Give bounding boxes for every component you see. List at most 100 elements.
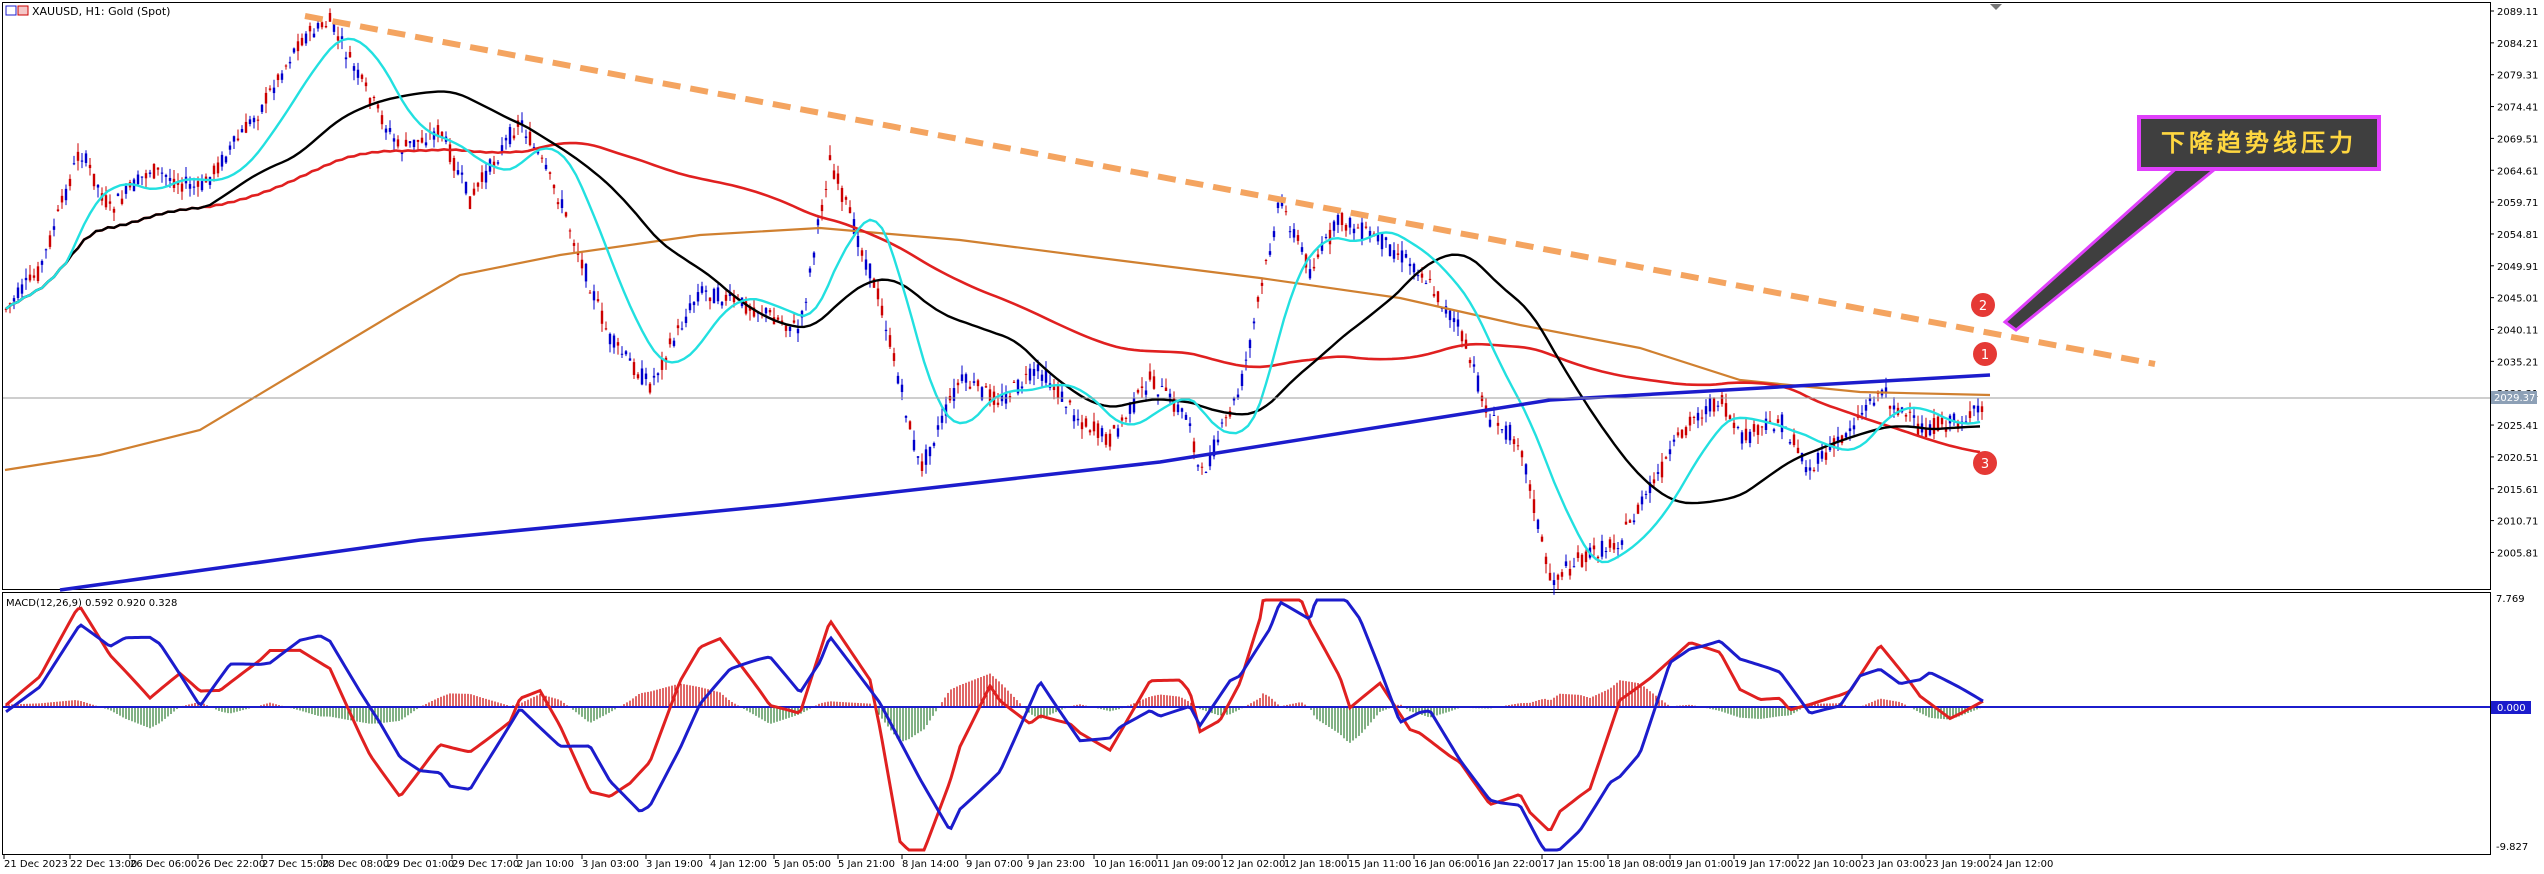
candle-body: [1804, 467, 1808, 473]
candle-body: [252, 117, 256, 123]
candle-body: [480, 172, 484, 182]
candle-body: [1428, 278, 1432, 280]
candle-body: [1760, 426, 1764, 428]
candle-body: [1256, 297, 1260, 302]
candle-body: [1284, 211, 1288, 213]
candle-body: [1944, 428, 1948, 432]
candle-body: [1548, 572, 1552, 581]
candle-body: [856, 236, 860, 248]
candle-body: [1600, 540, 1604, 557]
candle-body: [564, 212, 568, 217]
time-tick-label: 19 Jan 17:00: [1734, 859, 1797, 870]
candle-body: [1792, 434, 1796, 446]
price-tick-label: 2010.71: [2497, 517, 2538, 528]
marker-3[interactable]: 3: [1973, 451, 1997, 475]
candle-body: [1644, 493, 1648, 495]
candle-body: [236, 138, 240, 141]
candle-body: [308, 25, 312, 32]
marker-1[interactable]: 1: [1973, 342, 1997, 366]
candle-body: [348, 52, 352, 58]
candle-body: [180, 183, 184, 192]
candle-body: [712, 288, 716, 304]
candle-body: [1520, 451, 1524, 458]
candle-body: [376, 104, 380, 109]
candle-body: [1224, 417, 1228, 419]
svg-text:2: 2: [1979, 299, 1987, 314]
candle-body: [116, 193, 120, 197]
candle-body: [1352, 228, 1356, 234]
candle-body: [1208, 454, 1212, 467]
candle-body: [416, 139, 420, 142]
candle-body: [140, 176, 144, 178]
candle-body: [1172, 398, 1176, 412]
candle-body: [816, 219, 820, 226]
candle-body: [924, 449, 928, 465]
candle-body: [1244, 359, 1248, 361]
candle-body: [580, 259, 584, 269]
candle-body: [1488, 419, 1492, 427]
candle-body: [960, 374, 964, 382]
time-tick-label: 28 Dec 08:00: [322, 859, 389, 870]
candle-body: [484, 170, 488, 183]
candle-body: [1924, 427, 1928, 438]
candle-body: [1936, 416, 1940, 431]
support-trendline[interactable]: [59, 373, 1991, 592]
candle-body: [1564, 561, 1568, 567]
candle-body: [1908, 411, 1912, 413]
candle-body: [700, 286, 704, 293]
candle-body: [956, 382, 960, 386]
candle-body: [1328, 229, 1332, 245]
candle-body: [1264, 260, 1268, 262]
candle-body: [812, 252, 816, 258]
candle-body: [1408, 263, 1412, 267]
scroll-marker-icon[interactable]: [1990, 4, 2002, 10]
candle-body: [1940, 417, 1944, 425]
candle-body: [1040, 374, 1044, 381]
candle-body: [640, 368, 644, 385]
candle-body: [1036, 364, 1040, 372]
candle-body: [1196, 465, 1200, 467]
candle-body: [1012, 381, 1016, 383]
candle-body: [1692, 416, 1696, 418]
chart-grid-icon[interactable]: [5, 5, 17, 16]
candle-body: [1952, 413, 1956, 422]
moving-average-red: [5, 141, 1981, 454]
candle-body: [832, 170, 836, 179]
candle-body: [276, 74, 280, 81]
candle-body: [1016, 379, 1020, 394]
candle-body: [168, 177, 172, 181]
candle-body: [1540, 536, 1544, 542]
downtrend-resistance-line[interactable]: [304, 13, 2156, 367]
resistance-callout[interactable]: 下降趋势线压力: [2137, 115, 2381, 171]
candle-body: [36, 266, 40, 282]
candle-body: [1124, 417, 1128, 419]
candle-body: [1448, 310, 1452, 321]
marker-2[interactable]: 2: [1971, 293, 1995, 317]
candle-body: [600, 310, 604, 324]
candle-body: [64, 188, 68, 201]
candle-body: [1652, 479, 1656, 484]
candle-body: [32, 275, 36, 278]
candle-body: [196, 181, 200, 187]
candle-body: [1932, 418, 1936, 434]
candle-body: [1180, 408, 1184, 412]
candle-body: [920, 461, 924, 471]
candle-body: [1640, 496, 1644, 505]
candle-body: [1808, 467, 1812, 471]
chart-bars-icon[interactable]: [17, 5, 29, 16]
candle-body: [996, 402, 1000, 405]
candle-body: [1772, 429, 1776, 432]
candle-body: [1872, 402, 1876, 406]
candle-body: [1392, 250, 1396, 259]
candle-body: [1068, 400, 1072, 403]
candle-body: [1320, 242, 1324, 251]
time-tick-label: 16 Jan 22:00: [1478, 859, 1541, 870]
candle-body: [1200, 466, 1204, 468]
candle-body: [568, 230, 572, 232]
candle-body: [968, 386, 972, 389]
time-tick-label: 26 Dec 22:00: [198, 859, 265, 870]
candle-body: [876, 288, 880, 300]
candle-body: [732, 296, 736, 303]
candle-body: [840, 187, 844, 202]
